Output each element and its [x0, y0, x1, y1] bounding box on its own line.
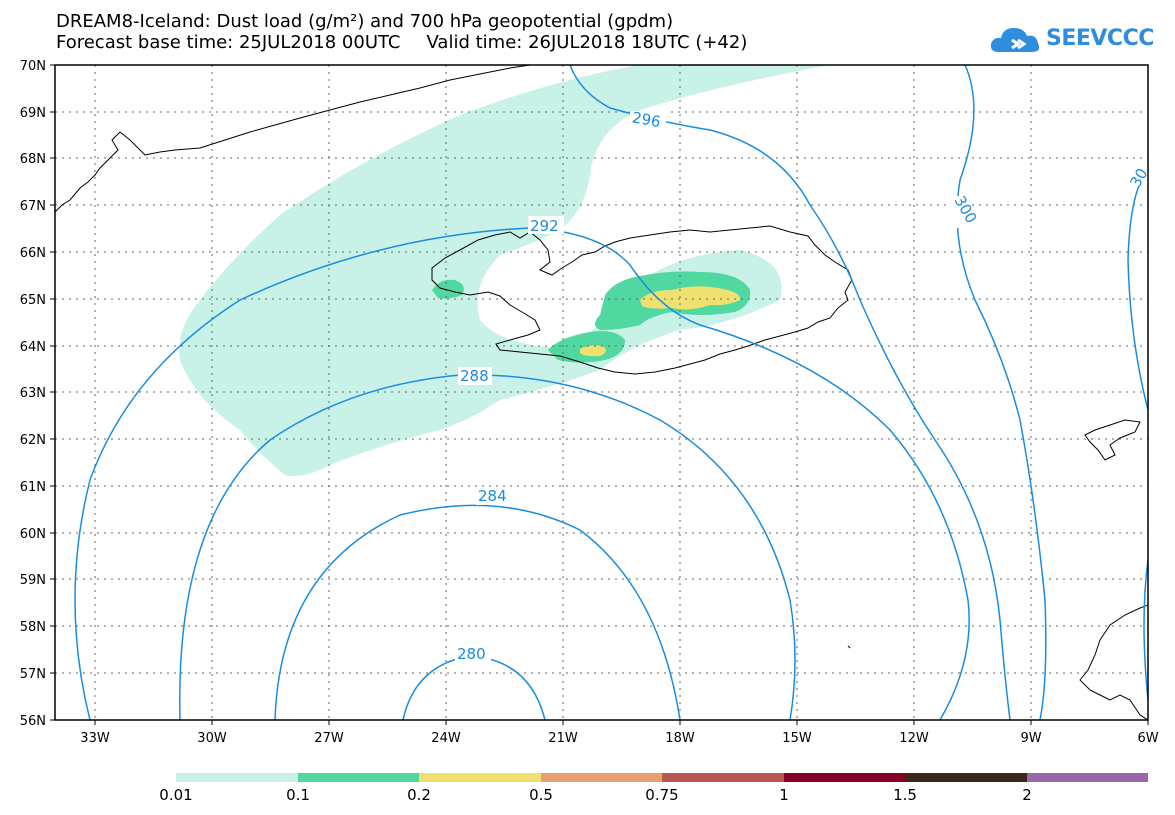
colorbar-swatch [541, 773, 662, 782]
contour-label-296: 296 [631, 108, 662, 131]
lat-label: 56N [20, 714, 46, 729]
colorbar-swatch [1027, 773, 1148, 782]
contour-280 [402, 655, 546, 720]
colorbar-label: 0.2 [407, 786, 431, 804]
lon-label: 15W [782, 731, 812, 746]
lat-label: 62N [20, 433, 46, 448]
contour-292 [74, 227, 970, 720]
dust-plume-0.01 [179, 65, 830, 477]
lon-label: 21W [548, 731, 578, 746]
map-title: DREAM8-Iceland: Dust load (g/m²) and 700… [56, 11, 674, 32]
longitude-labels: 33W 30W 27W 24W 21W 18W 15W 12W 9W 6W [80, 731, 1158, 746]
lat-label: 69N [20, 106, 46, 121]
lat-label: 68N [20, 152, 46, 167]
lon-label: 30W [197, 731, 227, 746]
coastlines [55, 65, 1148, 720]
colorbar-swatch [176, 773, 298, 782]
contour-300 [956, 65, 1047, 720]
colorbar-label: 1 [779, 786, 789, 804]
lat-label: 64N [20, 340, 46, 355]
colorbar-swatch [905, 773, 1027, 782]
lat-label: 63N [20, 386, 46, 401]
graticule [55, 65, 1148, 720]
colorbar-swatch [784, 773, 905, 782]
lon-label: 6W [1137, 731, 1158, 746]
contour-30x [1127, 169, 1148, 411]
lon-label: 27W [314, 731, 344, 746]
map-subtitle: Forecast base time: 25JUL2018 00UTC Valid… [56, 33, 747, 53]
colorbar-label: 0.01 [159, 786, 193, 804]
lat-label: 57N [20, 667, 46, 682]
contour-label-284: 284 [478, 487, 507, 505]
greenland-coast [55, 65, 531, 213]
lat-label: 60N [20, 527, 46, 542]
scotland-islands [1079, 604, 1148, 720]
lat-label: 65N [20, 293, 46, 308]
contour-label-292: 292 [530, 217, 559, 235]
axis-ticks [50, 64, 1149, 725]
colorbar-label: 2 [1022, 786, 1032, 804]
colorbar-label: 0.75 [645, 786, 679, 804]
lat-label: 66N [20, 246, 46, 261]
valid-time: Valid time: 26JUL2018 18UTC (+42) [426, 32, 748, 53]
lat-label: 67N [20, 199, 46, 214]
lat-label: 59N [20, 573, 46, 588]
contour-label-280: 280 [457, 645, 486, 663]
lon-label: 24W [431, 731, 461, 746]
contour-284 [274, 504, 681, 720]
rockall-dot [847, 645, 851, 649]
dust-shading [179, 65, 830, 477]
seevccc-logo: SEEVCCC [990, 22, 1154, 58]
lon-label: 18W [665, 731, 695, 746]
colorbar-swatch [419, 773, 541, 782]
forecast-base-time: Forecast base time: 25JUL2018 00UTC [56, 32, 401, 53]
colorbar-label: 0.5 [529, 786, 553, 804]
lon-label: 33W [80, 731, 110, 746]
colorbar-label: 0.1 [286, 786, 310, 804]
contour-288 [179, 374, 796, 720]
iceland-coast [431, 225, 853, 375]
logo-text: SEEVCCC [1046, 26, 1154, 51]
colorbar-swatch [298, 773, 419, 782]
latitude-labels: 70N 69N 68N 67N 66N 65N 64N 63N 62N 61N … [20, 59, 46, 729]
colorbar [176, 773, 1148, 782]
colorbar-swatch [662, 773, 784, 782]
lat-label: 70N [20, 59, 46, 74]
contour-far-east [1143, 559, 1148, 701]
contour-label-288: 288 [460, 367, 489, 385]
lat-label: 58N [20, 620, 46, 635]
lon-label: 12W [899, 731, 929, 746]
dust-core-south-0.2 [580, 345, 606, 357]
dust-patch-west [432, 279, 464, 299]
cloud-logo-icon [990, 28, 1040, 52]
colorbar-label: 1.5 [893, 786, 917, 804]
lon-label: 9W [1020, 731, 1041, 746]
lat-label: 61N [20, 480, 46, 495]
faroe-islands [1084, 419, 1141, 461]
